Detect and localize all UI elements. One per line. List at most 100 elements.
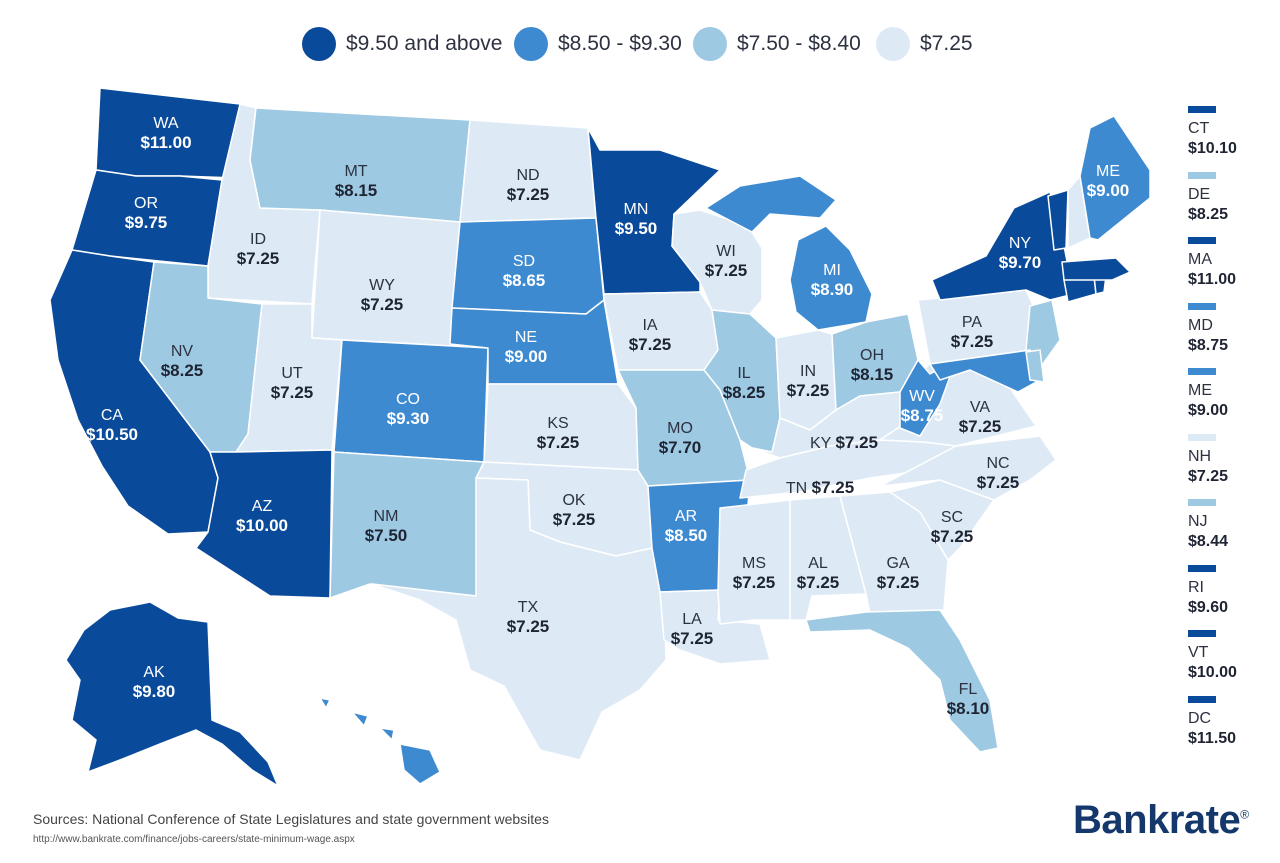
sidebar-entry-ri: RI $9.60 bbox=[1188, 564, 1278, 627]
legend-label: $8.50 - $9.30 bbox=[558, 32, 682, 55]
state-nm bbox=[329, 451, 485, 599]
sidebar-wage: $7.25 bbox=[1188, 467, 1229, 485]
state-label-ky: KY $7.25 bbox=[810, 433, 878, 452]
sidebar-entry-nj: NJ $8.44 bbox=[1188, 499, 1278, 561]
map-legend: $9.50 and above $8.50 - $9.30 $7.50 - $8… bbox=[0, 22, 1280, 66]
state-wage-nv: $8.25 bbox=[161, 361, 204, 380]
state-wage-mo: $7.70 bbox=[659, 438, 702, 457]
state-wage-nd: $7.25 bbox=[507, 185, 550, 204]
state-wage-in: $7.25 bbox=[787, 381, 830, 400]
state-wage-co: $9.30 bbox=[387, 409, 430, 428]
sidebar-wage: $10.10 bbox=[1188, 140, 1237, 157]
state-abbr-nc: NC bbox=[986, 455, 1009, 472]
state-abbr-tx: TX bbox=[518, 599, 539, 616]
state-wage-wy: $7.25 bbox=[361, 295, 404, 314]
state-wage-az: $10.00 bbox=[236, 516, 288, 535]
state-abbr-or: OR bbox=[134, 195, 158, 212]
state-wage-mi: $8.90 bbox=[811, 280, 854, 299]
state-wage-id: $7.25 bbox=[237, 249, 280, 268]
state-abbr-al: AL bbox=[808, 555, 828, 572]
state-wage-nc: $7.25 bbox=[977, 473, 1020, 492]
sidebar-abbr: NJ bbox=[1188, 513, 1208, 530]
state-abbr-ny: NY bbox=[1009, 235, 1032, 252]
state-wage-hi: $9.25 bbox=[341, 767, 384, 786]
sidebar-wage: $11.50 bbox=[1188, 729, 1237, 747]
state-abbr-ga: GA bbox=[886, 555, 909, 572]
sidebar-abbr: DC bbox=[1188, 709, 1212, 727]
sidebar-abbr: RI bbox=[1188, 578, 1204, 596]
sources-note: Sources: National Conference of State Le… bbox=[33, 811, 549, 827]
state-hi bbox=[319, 697, 441, 785]
state-wage-ga: $7.25 bbox=[877, 573, 920, 592]
state-wage: $7.25 bbox=[812, 478, 855, 497]
state-abbr-sc: SC bbox=[941, 509, 963, 526]
state-wage-wi: $7.25 bbox=[705, 261, 748, 280]
state-abbr-hi: HI bbox=[354, 749, 370, 766]
state-wage-ar: $8.50 bbox=[665, 526, 708, 545]
sidebar-abbr: CT bbox=[1188, 120, 1210, 137]
state-wage-ca: $10.50 bbox=[86, 425, 138, 444]
legend-item-high: $9.50 and above bbox=[302, 22, 502, 66]
state-abbr: TN bbox=[786, 480, 812, 497]
state-abbr-nv: NV bbox=[171, 343, 194, 360]
sidebar-swatch bbox=[1188, 564, 1216, 572]
legend-swatch bbox=[693, 27, 727, 61]
state-wage-ne: $9.00 bbox=[505, 347, 548, 366]
state-wage-ks: $7.25 bbox=[537, 433, 580, 452]
state-wage-la: $7.25 bbox=[671, 629, 714, 648]
state-abbr-ar: AR bbox=[675, 508, 697, 525]
state-wage-me: $9.00 bbox=[1087, 181, 1130, 200]
state-wage-ms: $7.25 bbox=[733, 573, 776, 592]
state-md bbox=[929, 349, 1041, 393]
state-wage-ak: $9.80 bbox=[133, 682, 176, 701]
sidebar-wage: $8.25 bbox=[1188, 205, 1229, 223]
state-wage-wa: $11.00 bbox=[140, 133, 191, 152]
sidebar-abbr: MD bbox=[1188, 316, 1213, 334]
sidebar-abbr: VT bbox=[1188, 644, 1209, 661]
legend-item-pale: $7.25 bbox=[876, 22, 973, 66]
legend-label: $9.50 and above bbox=[346, 32, 503, 55]
state-nc bbox=[879, 435, 1057, 501]
state-me bbox=[1079, 115, 1151, 241]
state-abbr-sd: SD bbox=[513, 253, 535, 270]
sidebar-wage: $8.75 bbox=[1188, 336, 1229, 354]
state-wage-al: $7.25 bbox=[797, 573, 840, 592]
state-abbr-fl: FL bbox=[959, 681, 978, 698]
state-wage-mn: $9.50 bbox=[615, 219, 658, 238]
sidebar-swatch bbox=[1188, 302, 1216, 310]
state-abbr-ne: NE bbox=[515, 329, 537, 346]
sidebar-abbr: DE bbox=[1188, 185, 1211, 203]
sidebar-entry-dc: DC $11.50 bbox=[1188, 695, 1278, 758]
state-abbr-va: VA bbox=[970, 399, 990, 416]
sidebar-abbr: ME bbox=[1188, 382, 1212, 399]
state-abbr-la: LA bbox=[682, 611, 702, 628]
state-vt bbox=[1047, 189, 1069, 251]
sidebar-entry-ma: MA $11.00 bbox=[1188, 237, 1278, 299]
state-abbr-wa: WA bbox=[153, 115, 179, 132]
state-fl bbox=[805, 609, 999, 753]
state-wage-ut: $7.25 bbox=[271, 383, 314, 402]
state-abbr-ms: MS bbox=[742, 555, 766, 572]
state-abbr-wi: WI bbox=[716, 243, 736, 260]
state-abbr-mn: MN bbox=[624, 201, 649, 218]
legend-swatch bbox=[514, 27, 548, 61]
state-wi bbox=[671, 209, 763, 315]
sidebar-swatch bbox=[1188, 368, 1216, 375]
legend-swatch bbox=[876, 27, 910, 61]
state-wage-mt: $8.15 bbox=[335, 181, 378, 200]
sidebar-swatch bbox=[1188, 237, 1216, 244]
state-wage-fl: $8.10 bbox=[947, 699, 990, 718]
state-wage-va: $7.25 bbox=[959, 417, 1002, 436]
legend-swatch bbox=[302, 27, 336, 61]
state-abbr-ia: IA bbox=[642, 317, 657, 334]
state-tx bbox=[371, 477, 667, 761]
state-abbr-oh: OH bbox=[860, 347, 884, 364]
state-abbr-ak: AK bbox=[143, 664, 165, 681]
state-abbr-mt: MT bbox=[344, 163, 367, 180]
registered-mark: ® bbox=[1240, 807, 1249, 822]
sidebar-wage: $9.60 bbox=[1188, 598, 1229, 616]
state-wage-oh: $8.15 bbox=[851, 365, 894, 384]
state-abbr-co: CO bbox=[396, 391, 420, 408]
sidebar-abbr: NH bbox=[1188, 447, 1212, 465]
